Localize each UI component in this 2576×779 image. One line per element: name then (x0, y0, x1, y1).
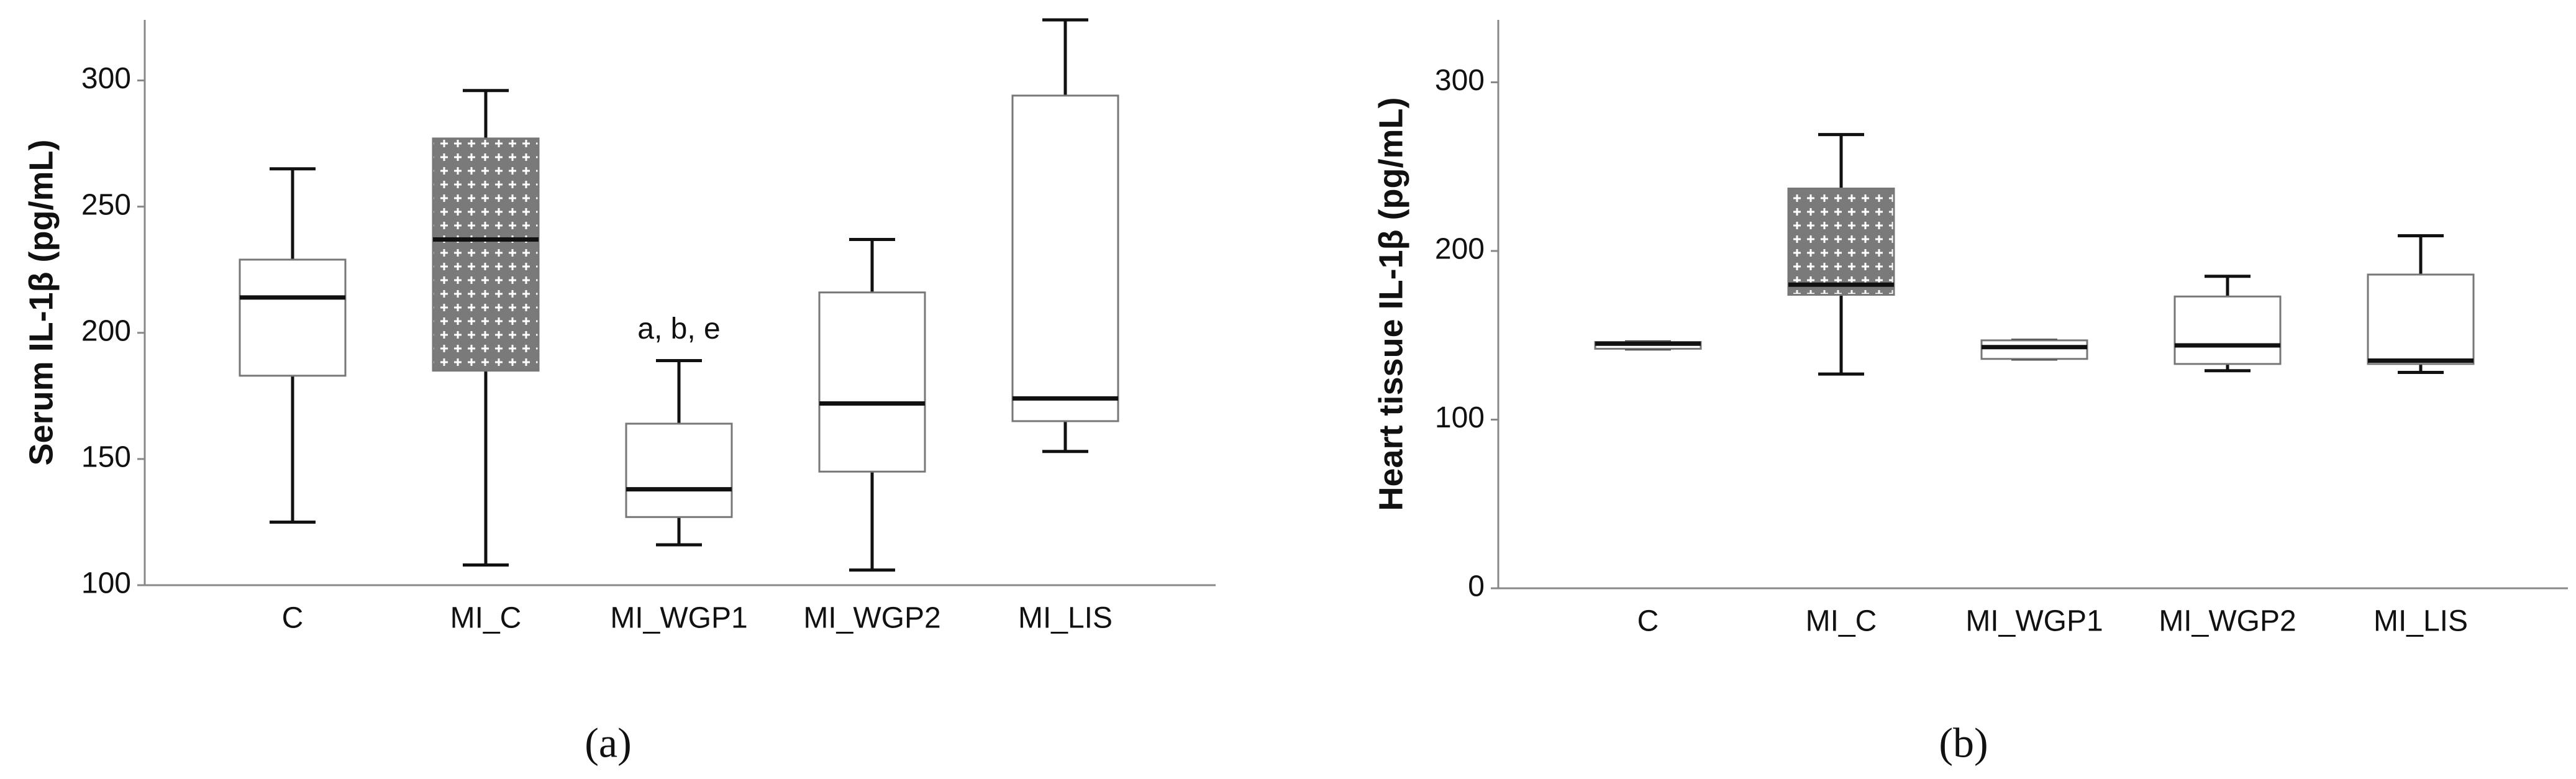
box (818, 291, 926, 473)
box (1980, 339, 2088, 360)
y-tick-label: 300 (81, 62, 131, 95)
y-tick-label: 150 (81, 441, 131, 474)
box (2367, 273, 2475, 365)
y-tick-label: 0 (1468, 570, 1485, 603)
box (1011, 94, 1119, 422)
x-tick-label: MI_LIS (2373, 605, 2468, 638)
x-tick-label: MI_WGP1 (610, 602, 747, 635)
x-tick-label: MI_C (1806, 605, 1877, 638)
x-tick-label: MI_C (450, 602, 522, 635)
y-tick-label: 300 (1435, 64, 1485, 97)
y-tick-label: 100 (81, 567, 131, 600)
x-tick-label: C (1637, 605, 1659, 638)
x-tick-label: MI_WGP2 (803, 602, 940, 635)
y-axis-title: Heart tissue IL-1β (pg/mL) (1372, 97, 1409, 511)
x-tick-label: C (282, 602, 304, 635)
box (625, 422, 733, 518)
box (2173, 295, 2282, 365)
x-tick-label: MI_WGP2 (2159, 605, 2296, 638)
box (239, 258, 347, 377)
y-tick-label: 200 (1435, 233, 1485, 266)
y-axis-title: Serum IL-1β (pg/mL) (22, 140, 60, 466)
box (1787, 188, 1895, 296)
caption: (a) (585, 719, 631, 767)
x-tick-label: MI_LIS (1018, 602, 1113, 635)
x-tick-label: MI_WGP1 (1965, 605, 2103, 638)
y-tick-label: 250 (81, 188, 131, 221)
caption: (b) (1939, 719, 1988, 767)
box (432, 137, 540, 372)
y-tick-label: 200 (81, 314, 131, 347)
y-tick-label: 100 (1435, 401, 1485, 434)
annotation: a, b, e (637, 312, 720, 345)
